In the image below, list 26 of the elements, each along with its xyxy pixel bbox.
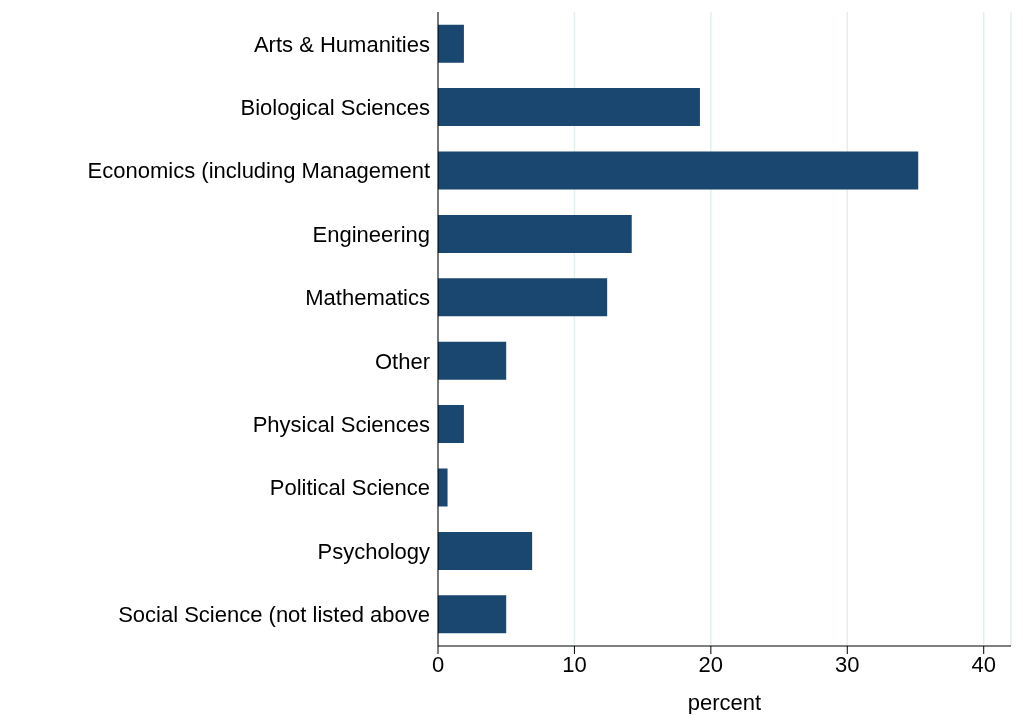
y-tick-label: Social Science (not listed above	[118, 602, 430, 628]
y-tick-label: Physical Sciences	[252, 411, 430, 437]
bar	[438, 151, 919, 190]
x-tick-label: 0	[431, 651, 445, 677]
bar	[438, 278, 608, 317]
y-tick-label: Other	[374, 348, 430, 374]
x-tick-label: 30	[835, 651, 860, 677]
y-tick-label: Biological Sciences	[240, 94, 430, 120]
bar	[438, 595, 507, 634]
y-tick-label: Political Science	[269, 475, 430, 501]
y-tick-label: Engineering	[312, 221, 430, 247]
bar	[438, 88, 700, 127]
y-tick-label: Arts & Humanities	[253, 31, 430, 57]
x-tick-label: 10	[562, 651, 587, 677]
x-axis-title: percent	[687, 690, 762, 715]
x-tick-label: 40	[971, 651, 996, 677]
x-tick-label: 20	[698, 651, 724, 677]
y-tick-label: Psychology	[317, 538, 430, 564]
bar	[438, 24, 464, 63]
bar	[438, 468, 448, 507]
y-tick-label: Economics (including Management	[87, 158, 430, 184]
bar	[438, 405, 464, 444]
bar	[438, 341, 507, 380]
y-tick-label: Mathematics	[305, 285, 430, 311]
bar	[438, 214, 632, 253]
bar	[438, 531, 533, 570]
